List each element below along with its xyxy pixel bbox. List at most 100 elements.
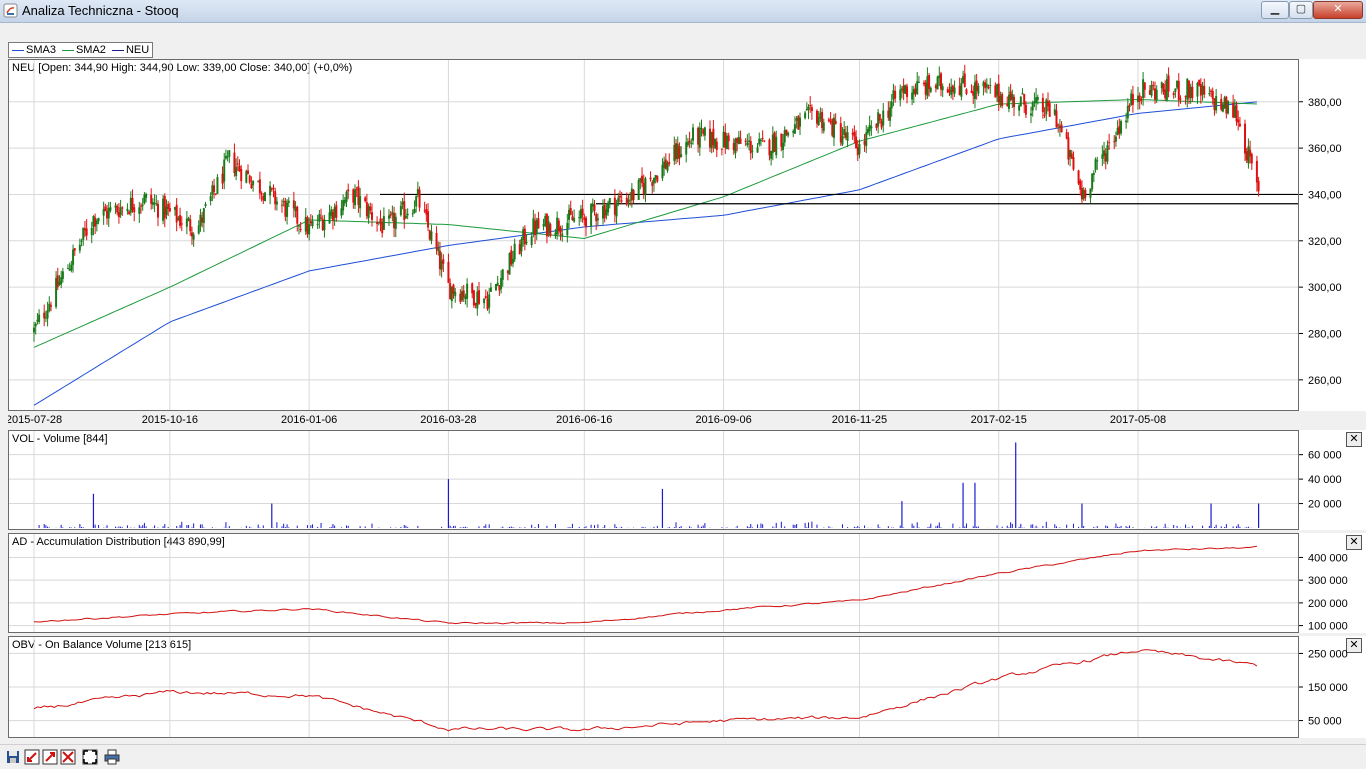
candle-body (652, 177, 655, 184)
minimize-button[interactable]: ▁ (1261, 1, 1289, 19)
candle-body (535, 219, 538, 235)
zoom-both-icon[interactable] (60, 749, 76, 765)
candle-body (297, 225, 300, 227)
candle-body (286, 202, 289, 217)
zoom-in-icon[interactable] (24, 749, 40, 765)
candle-body (787, 132, 790, 136)
candle-body (593, 204, 596, 211)
candle-body (607, 202, 610, 213)
candle-body (566, 223, 569, 236)
candle-body (924, 82, 927, 95)
ad-line-tick-label: 300 000 (1308, 575, 1348, 587)
price-tick-label: 300,00 (1308, 282, 1342, 294)
candle-body (1045, 99, 1048, 115)
candle-body (1092, 172, 1095, 175)
candle-body (744, 140, 747, 142)
price-chart-panel[interactable] (8, 59, 1299, 411)
candle-body (972, 91, 975, 96)
window-title: Analiza Techniczna - Stooq (22, 3, 179, 18)
candle-body (369, 206, 372, 211)
candle-body (34, 323, 37, 327)
candle-body (1235, 105, 1238, 122)
legend-item-sma2[interactable]: SMA2 (61, 43, 106, 57)
save-icon[interactable] (5, 749, 21, 765)
ad-close-button[interactable]: ✕ (1346, 535, 1362, 550)
candle-body (510, 250, 513, 265)
candle-body (899, 89, 902, 101)
candle-body (141, 204, 144, 206)
candle-body (376, 222, 379, 225)
candle-body (1215, 95, 1218, 111)
candle-body (554, 232, 557, 236)
close-window-button[interactable]: ✕ (1313, 1, 1363, 19)
fit-icon[interactable] (82, 749, 98, 765)
legend-item-neu[interactable]: NEU (111, 43, 149, 57)
candle-body (501, 269, 504, 280)
candle-body (1114, 136, 1117, 142)
ad-chart[interactable]: 400 000 300 000 200 000 100 000 (8, 533, 1366, 633)
candle-body (494, 284, 497, 291)
candle-body (413, 208, 416, 214)
candle-body (525, 241, 528, 244)
bottom-toolbar (0, 744, 1366, 769)
candle-body (1106, 145, 1109, 162)
volume-close-button[interactable]: ✕ (1346, 432, 1362, 447)
candle-body (1103, 150, 1106, 157)
candle-body (1041, 97, 1044, 113)
zoom-out-icon[interactable] (42, 749, 58, 765)
candle-body (224, 155, 227, 159)
candle-body (143, 194, 146, 204)
price-tick-label: 320,00 (1308, 236, 1342, 248)
candle-body (1203, 85, 1206, 95)
maximize-button[interactable]: ▢ (1289, 1, 1313, 19)
candle-body (1079, 180, 1082, 190)
candle-body (403, 200, 406, 221)
candle-body (668, 162, 671, 164)
candle-body (506, 270, 509, 273)
candle-body (973, 82, 976, 100)
candle-body (145, 193, 148, 198)
candle-body (1130, 93, 1133, 105)
candle-body (537, 218, 540, 229)
candle-body (1210, 90, 1213, 92)
volume-panel[interactable] (8, 430, 1299, 530)
candle-body (483, 298, 486, 304)
candle-body (185, 218, 188, 227)
candle-body (357, 186, 360, 205)
candle-body (890, 101, 893, 109)
price-tick-label: 260,00 (1308, 375, 1342, 387)
volume-chart[interactable]: 60 000 40 000 20 000 (8, 430, 1366, 530)
candle-body (155, 203, 158, 205)
obv-close-button[interactable]: ✕ (1346, 638, 1362, 653)
candle-body (333, 207, 336, 218)
candle-body (692, 127, 695, 141)
candle-body (522, 229, 525, 240)
candle-body (393, 213, 396, 229)
candle-body (90, 228, 93, 236)
candle-body (834, 120, 837, 124)
candle-body (639, 178, 642, 182)
candle-body (177, 217, 180, 220)
candle-body (202, 208, 205, 223)
candle-body (1176, 80, 1179, 88)
candle-body (1048, 103, 1051, 117)
candle-body (272, 187, 275, 189)
print-icon[interactable] (104, 749, 120, 765)
candle-body (534, 220, 537, 236)
candle-body (389, 214, 392, 216)
volume-panel-title: VOL - Volume [844] (12, 433, 108, 445)
candle-body (1250, 154, 1253, 164)
candle-body (678, 146, 681, 159)
candle-body (751, 150, 754, 152)
candle-body (685, 142, 688, 155)
candle-body (165, 206, 168, 215)
legend-item-sma3[interactable]: SMA3 (12, 43, 56, 57)
candle-body (1152, 84, 1155, 86)
candle-body (997, 83, 1000, 103)
obv-chart[interactable]: 250 000 150 000 50 000 (8, 636, 1366, 738)
date-tick-label: 2015-07-28 (8, 414, 62, 426)
price-panel-title: NEU [Open: 344,90 High: 344,90 Low: 339,… (12, 62, 353, 74)
candle-body (299, 228, 302, 230)
candle-body (163, 195, 166, 219)
price-chart[interactable]: 380,00 360,00 340,00 320,00 300,00 280,00 260,… (8, 59, 1366, 429)
